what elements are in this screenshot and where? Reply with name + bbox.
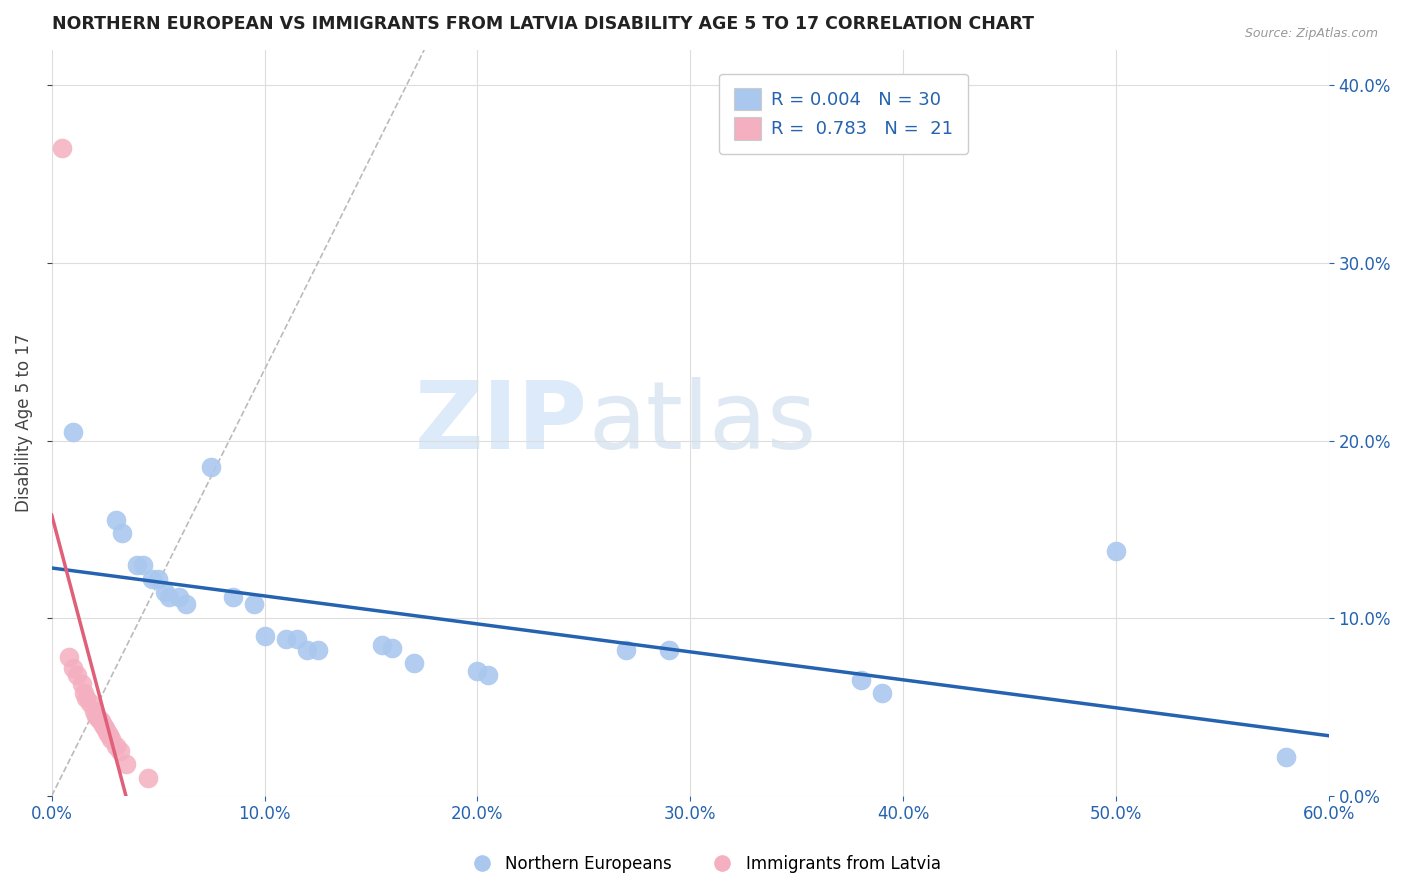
Text: ZIP: ZIP [415,376,588,469]
Point [90,714,112,728]
Point [136,771,159,785]
Point [370,638,392,652]
Point [94,721,117,735]
Point [83,704,105,718]
Point [307,643,329,657]
Legend: R = 0.004   N = 30, R =  0.783   N =  21: R = 0.004 N = 30, R = 0.783 N = 21 [718,74,967,154]
Point [66,668,89,682]
Point [141,572,163,586]
Y-axis label: Disability Age 5 to 17: Disability Age 5 to 17 [15,334,32,512]
Point [51,140,73,154]
Text: atlas: atlas [588,376,817,469]
Point [87,712,110,726]
Point [91,717,114,731]
Point [616,643,638,657]
Point [96,724,118,739]
Point [111,525,134,540]
Text: NORTHERN EUROPEAN VS IMMIGRANTS FROM LATVIA DISABILITY AGE 5 TO 17 CORRELATION C: NORTHERN EUROPEAN VS IMMIGRANTS FROM LAT… [52,15,1033,33]
Point [870,686,893,700]
Point [467,665,489,679]
Point [73,686,96,700]
Point [381,641,404,656]
Point [86,709,108,723]
Point [1275,749,1298,764]
Point [62,661,84,675]
Text: Source: ZipAtlas.com: Source: ZipAtlas.com [1244,27,1378,40]
Point [174,597,197,611]
Legend: Northern Europeans, Immigrants from Latvia: Northern Europeans, Immigrants from Latv… [458,848,948,880]
Point [658,643,681,657]
Point [104,513,127,527]
Point [108,744,131,758]
Point [58,650,80,665]
Point [79,697,101,711]
Point [402,656,425,670]
Point [146,572,169,586]
Point [1105,543,1128,558]
Point [274,632,297,647]
Point [221,590,243,604]
Point [477,668,499,682]
Point [243,597,266,611]
Point [104,739,127,753]
Point [125,558,148,572]
Point [200,460,222,475]
Point [849,673,872,688]
Point [115,756,138,771]
Point [70,677,93,691]
Point [98,728,121,742]
Point [132,558,155,572]
Point [169,590,191,604]
Point [153,584,176,599]
Point [75,691,97,706]
Point [62,425,84,439]
Point [295,643,318,657]
Point [100,731,122,746]
Point [157,590,180,604]
Point [253,629,276,643]
Point [285,632,308,647]
